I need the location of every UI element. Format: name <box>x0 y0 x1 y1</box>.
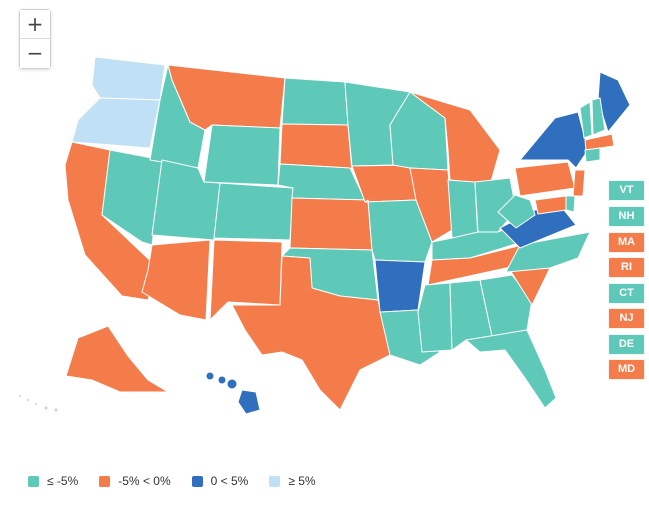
legend-swatch <box>99 475 111 487</box>
state-delaware[interactable] <box>565 195 576 213</box>
state-georgia[interactable] <box>479 274 533 337</box>
state-new-mexico[interactable] <box>209 239 283 321</box>
state-north-carolina[interactable] <box>505 231 591 273</box>
state-indiana[interactable] <box>447 179 479 241</box>
state-washington[interactable] <box>91 56 166 101</box>
state-hawaii[interactable] <box>237 389 261 415</box>
state-wyoming[interactable] <box>203 124 281 186</box>
state-massachusetts[interactable] <box>584 133 615 151</box>
state-oregon[interactable] <box>71 97 161 149</box>
legend-item: ≥ 5% <box>269 474 316 488</box>
state-west-virginia[interactable] <box>497 194 536 229</box>
state-texas[interactable] <box>231 255 391 411</box>
zoom-in-button[interactable]: + <box>20 10 50 39</box>
small-state-label-vt[interactable]: VT <box>608 180 645 201</box>
state-kansas[interactable] <box>289 197 373 251</box>
legend: ≤ -5% -5% < 0% 0 < 5% ≥ 5% <box>28 474 337 488</box>
small-state-label-ct[interactable]: CT <box>608 283 645 304</box>
zoom-control: + − <box>19 9 51 69</box>
state-hawaii-island[interactable] <box>205 371 215 381</box>
state-vermont[interactable] <box>579 101 593 139</box>
legend-swatch <box>28 475 39 487</box>
state-new-hampshire[interactable] <box>591 97 606 136</box>
zoom-out-button[interactable]: − <box>20 39 50 68</box>
state-new-york[interactable] <box>519 111 589 169</box>
state-mississippi[interactable] <box>417 282 453 353</box>
alaska-island <box>18 394 22 398</box>
alaska-island <box>34 402 38 406</box>
alaska-island <box>53 407 59 413</box>
alaska-island <box>26 398 30 402</box>
legend-label: ≤ -5% <box>47 474 79 488</box>
state-hawaii-island[interactable] <box>226 378 238 390</box>
small-state-label-ri[interactable]: RI <box>608 257 645 278</box>
alaska-island <box>43 405 49 411</box>
legend-label: ≥ 5% <box>288 474 316 488</box>
state-new-jersey[interactable] <box>572 169 586 197</box>
state-arizona[interactable] <box>141 239 211 321</box>
state-arkansas[interactable] <box>374 259 426 313</box>
legend-item: ≤ -5% <box>28 474 78 488</box>
legend-label: 0 < 5% <box>210 474 249 488</box>
state-maryland[interactable] <box>534 195 567 215</box>
state-maine[interactable] <box>597 71 631 133</box>
legend-label: -5% < 0% <box>118 474 171 488</box>
state-illinois[interactable] <box>409 167 453 243</box>
small-state-label-ma[interactable]: MA <box>608 232 645 253</box>
state-hawaii-island[interactable] <box>217 375 227 385</box>
state-north-dakota[interactable] <box>281 77 349 126</box>
small-state-label-md[interactable]: MD <box>608 359 645 380</box>
state-florida[interactable] <box>465 329 557 409</box>
legend-item: -5% < 0% <box>99 474 171 488</box>
state-colorado[interactable] <box>213 182 294 241</box>
legend-swatch <box>269 475 281 487</box>
state-alaska[interactable] <box>65 325 169 393</box>
small-state-label-de[interactable]: DE <box>608 334 645 355</box>
legend-item: 0 < 5% <box>191 474 249 488</box>
state-pennsylvania[interactable] <box>514 161 576 197</box>
state-connecticut[interactable] <box>584 147 601 163</box>
small-state-label-nj[interactable]: NJ <box>608 308 645 329</box>
small-state-label-nh[interactable]: NH <box>608 206 645 227</box>
legend-swatch <box>191 475 203 487</box>
